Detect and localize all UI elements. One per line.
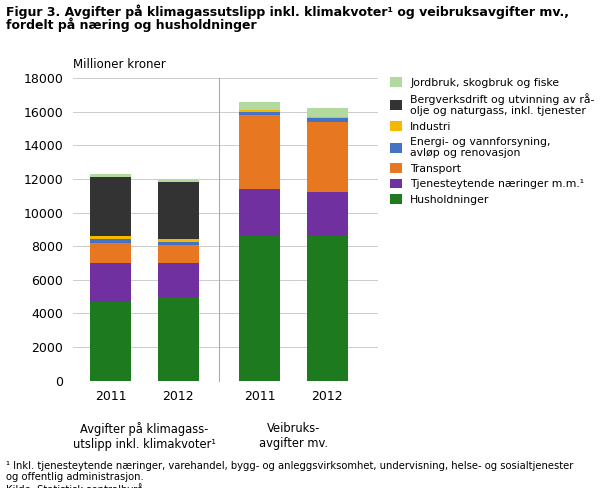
Bar (307, 236, 348, 381)
Bar (90, 263, 131, 302)
Bar (90, 236, 131, 240)
Text: ¹ Inkl. tjenesteytende næringer, varehandel, bygg- og anleggsvirksomhet, undervi: ¹ Inkl. tjenesteytende næringer, varehan… (6, 461, 573, 471)
Bar (239, 236, 280, 381)
Bar (307, 122, 348, 192)
Legend: Jordbruk, skogbruk og fiske, Bergverksdrift og utvinning av rå-
olje og naturgas: Jordbruk, skogbruk og fiske, Bergverksdr… (390, 78, 595, 204)
Bar (158, 179, 199, 183)
Bar (158, 183, 199, 239)
Bar (158, 242, 199, 245)
Text: Avgifter på klimagass-
utslipp inkl. klimakvoter¹: Avgifter på klimagass- utslipp inkl. kli… (73, 422, 216, 451)
Bar (90, 177, 131, 236)
Bar (158, 239, 199, 242)
Bar (158, 263, 199, 298)
Bar (239, 189, 280, 236)
Text: fordelt på næring og husholdninger: fordelt på næring og husholdninger (6, 17, 257, 32)
Text: Millioner kroner: Millioner kroner (73, 59, 166, 71)
Text: Kilde: Statistisk sentralbyrå.: Kilde: Statistisk sentralbyrå. (6, 483, 147, 488)
Bar (307, 117, 348, 119)
Bar (307, 192, 348, 236)
Bar (239, 115, 280, 189)
Bar (158, 298, 199, 381)
Bar (239, 110, 280, 112)
Bar (90, 302, 131, 381)
Bar (90, 243, 131, 263)
Bar (307, 119, 348, 122)
Text: og offentlig administrasjon.: og offentlig administrasjon. (6, 472, 144, 482)
Text: Veibruks-
avgifter mv.: Veibruks- avgifter mv. (259, 422, 328, 450)
Bar (90, 240, 131, 243)
Bar (239, 112, 280, 115)
Text: Figur 3. Avgifter på klimagassutslipp inkl. klimakvoter¹ og veibruksavgifter mv.: Figur 3. Avgifter på klimagassutslipp in… (6, 5, 569, 20)
Bar (158, 245, 199, 263)
Bar (239, 102, 280, 110)
Bar (90, 174, 131, 177)
Bar (307, 108, 348, 117)
